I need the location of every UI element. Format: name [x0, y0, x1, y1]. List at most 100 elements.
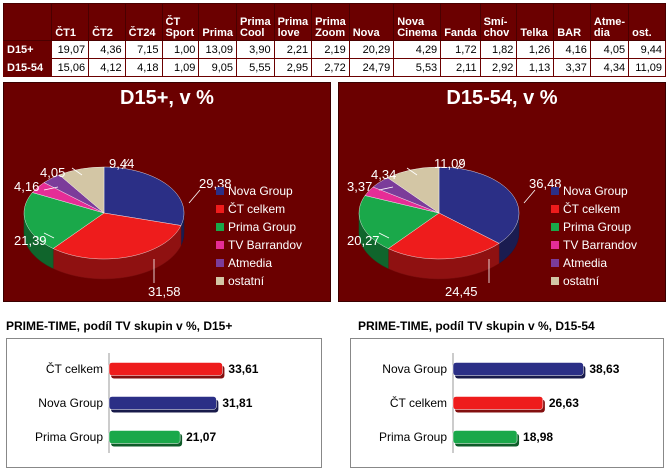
- table-cell: 2,92: [479, 58, 518, 77]
- table-cell: 4,29: [393, 40, 442, 59]
- table-cell: 11,09: [628, 58, 666, 77]
- table-cell: 1,09: [161, 58, 200, 77]
- table-cell: 5,55: [236, 58, 275, 77]
- table-header: [2, 3, 53, 41]
- bar: [108, 396, 217, 410]
- table-row: D15-54 15,06 4,12 4,18 1,09 9,05 5,55 2,95 2,72 2…: [2, 58, 666, 77]
- pie-panel-d1554: D15-54, v % 36,48 24,45 20,27 3,37 4,34 11,09…: [338, 82, 666, 302]
- pie-leader-line: [456, 158, 465, 170]
- bar-category-label: Nova Group: [38, 396, 103, 410]
- table-cell: 1,72: [440, 40, 481, 59]
- legend-swatch: [216, 187, 224, 195]
- pie-slice: [358, 195, 440, 249]
- table-cell: 2,72: [311, 58, 350, 77]
- bar-chart-d15: ČT celkem 33,61 Nova Group 31,81 Prima Group…: [35, 353, 259, 453]
- table-header: ost.: [628, 3, 666, 41]
- bar: [452, 362, 584, 376]
- table-cell: 2,95: [273, 58, 313, 77]
- table-cell: 3,90: [236, 40, 275, 59]
- table-cell: 1,82: [479, 40, 518, 59]
- bar: [452, 430, 518, 444]
- legend-swatch: [551, 241, 559, 249]
- table-header: Telka: [516, 3, 555, 41]
- table-cell: 19,07: [51, 40, 90, 59]
- legend-label: Prima Group: [563, 220, 631, 234]
- table-header: ČT1: [51, 3, 90, 41]
- table-cell: 1,13: [516, 58, 555, 77]
- pie-value-label: 29,38: [199, 176, 232, 191]
- legend-swatch: [551, 187, 559, 195]
- table-header: Prima: [198, 3, 237, 41]
- table-cell: 4,16: [553, 40, 591, 59]
- pie-slice: [438, 166, 520, 244]
- bar-category-label: ČT celkem: [390, 395, 447, 410]
- table-cell: 4,34: [589, 58, 630, 77]
- ratings-table: ČT1 ČT2 ČT24 ČT Sport Prima Prima Cool Prima l…: [2, 3, 666, 77]
- table-cell: 5,53: [393, 58, 442, 77]
- pie-leader-line: [71, 167, 83, 176]
- legend-swatch: [551, 259, 559, 267]
- bar: [108, 430, 181, 444]
- bar-chart-d1554: Nova Group 38,63 ČT celkem 26,63 Prima Group…: [379, 353, 620, 453]
- pie-leader-line: [378, 232, 390, 239]
- legend-swatch: [216, 259, 224, 267]
- pie-slice: [387, 212, 500, 260]
- table-cell: 3,37: [553, 58, 591, 77]
- pie-value-label: 4,34: [371, 167, 396, 182]
- bar-value-label: 31,81: [222, 396, 252, 410]
- legend-swatch: [216, 241, 224, 249]
- pie-chart-d15: 29,38 31,58 21,39 4,164,05 9,44 Nova Group ČT …: [14, 156, 302, 299]
- pie-value-label: 11,09: [434, 156, 466, 171]
- table-header: Atme- dia: [589, 3, 630, 41]
- pie-leader-line: [188, 189, 201, 204]
- legend-label: ostatní: [228, 274, 265, 288]
- bar-value-label: 26,63: [549, 396, 579, 410]
- bar-value-label: 21,07: [186, 430, 216, 444]
- bar: [108, 362, 223, 376]
- table-cell: 24,79: [348, 58, 395, 77]
- pie-value-label: 4,05: [40, 165, 65, 180]
- pie-slice: [58, 166, 105, 214]
- table-cell: 7,15: [124, 40, 163, 59]
- bar-panel-d15: ČT celkem 33,61 Nova Group 31,81 Prima Group…: [6, 338, 322, 468]
- bar-title-d1554: PRIME-TIME, podíl TV skupin v %, D15-54: [358, 319, 595, 333]
- pie-value-label: 20,27: [347, 233, 380, 248]
- legend-label: Atmedia: [228, 256, 272, 270]
- legend-label: Prima Group: [228, 220, 296, 234]
- bar-value-label: 18,98: [523, 430, 553, 444]
- table-header: Prima love: [273, 3, 313, 41]
- table-header: Fanda: [440, 3, 481, 41]
- legend-swatch: [216, 205, 224, 213]
- pie-value-label: 21,39: [14, 233, 47, 248]
- table-cell: 1,26: [516, 40, 555, 59]
- bar-title-d15: PRIME-TIME, podíl TV skupin v %, D15+: [6, 319, 233, 333]
- table-header: BAR: [553, 3, 591, 41]
- table-cell: 4,36: [88, 40, 126, 59]
- table-header: Prima Cool: [236, 3, 275, 41]
- bar-category-label: Nova Group: [382, 362, 447, 376]
- pie-value-label: 31,58: [148, 284, 181, 299]
- legend-label: Nova Group: [563, 184, 628, 198]
- table-header: Prima Zoom: [311, 3, 350, 41]
- pie-slice: [23, 192, 105, 249]
- row-label: D15-54: [2, 58, 53, 77]
- legend-swatch: [216, 277, 224, 285]
- legend-swatch: [551, 277, 559, 285]
- pie-leader-line: [406, 167, 418, 176]
- pie-slice: [387, 166, 440, 214]
- table-cell: 9,44: [628, 40, 666, 59]
- legend-label: ČT celkem: [228, 201, 285, 216]
- table-cell: 2,21: [273, 40, 313, 59]
- table-row: D15+ 19,07 4,36 7,15 1,00 13,09 3,90 2,21 2,19 20…: [2, 40, 666, 59]
- legend-label: TV Barrandov: [228, 238, 302, 252]
- bar-value-label: 38,63: [589, 362, 619, 376]
- table-cell: 13,09: [198, 40, 237, 59]
- bar-category-label: Prima Group: [379, 430, 447, 444]
- row-label: D15+: [2, 40, 53, 59]
- pie-slice: [52, 212, 182, 260]
- bar-value-label: 33,61: [228, 362, 258, 376]
- table-header: ČT Sport: [161, 3, 200, 41]
- pie-panel-d15: D15+, v % 29,38 31,58 21,39 4,16 4,05 9,44 Nov…: [3, 82, 331, 302]
- table-header: Smí- chov: [479, 3, 518, 41]
